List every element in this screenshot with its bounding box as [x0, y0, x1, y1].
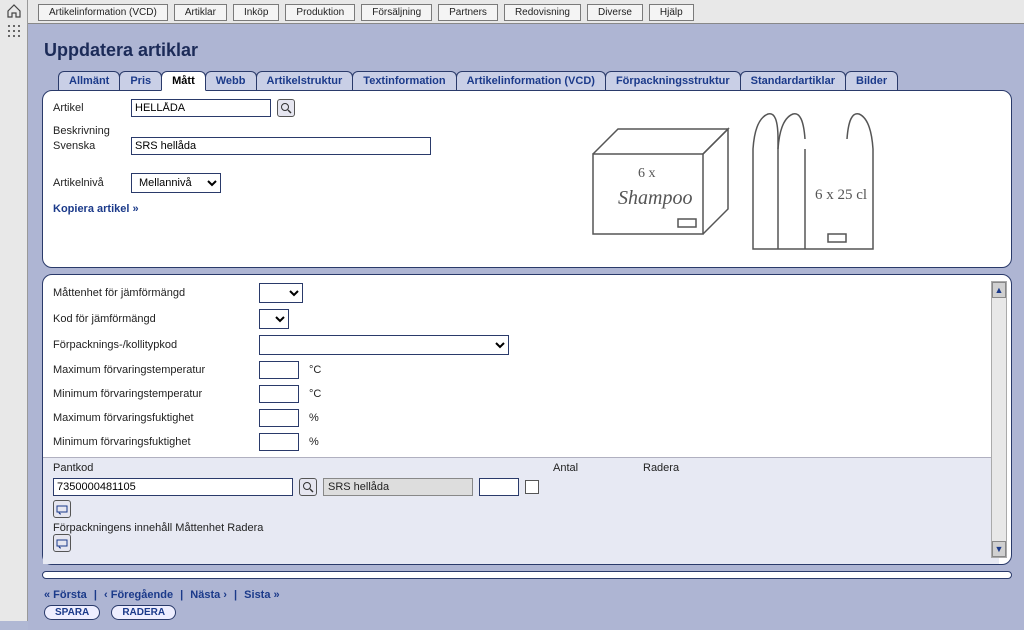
- article-label: Artikel: [53, 102, 125, 114]
- description-input[interactable]: [131, 137, 431, 155]
- tab-f-rpackningsstruktur[interactable]: Förpackningsstruktur: [605, 71, 741, 90]
- panel-scrollbar[interactable]: ▲ ▼: [991, 281, 1007, 558]
- measurements-panel: Måttenhet för jämförmängd Kod för jämför…: [42, 274, 1012, 565]
- pant-qty-input[interactable]: [479, 478, 519, 496]
- copy-article-link[interactable]: Kopiera artikel »: [53, 203, 139, 215]
- pant-col-qty: Antal: [553, 462, 603, 474]
- field-code-compare: Kod för jämförmängd: [53, 313, 253, 325]
- bottom-strip-panel: [42, 571, 1012, 579]
- illustration: 6 x Shampoo 6 x 25 cl: [465, 99, 1001, 259]
- nav-first[interactable]: « Första: [44, 589, 87, 601]
- menu-item-2[interactable]: Inköp: [233, 4, 279, 21]
- pant-section: Pantkod Antal Radera SRS hellåda: [43, 457, 999, 564]
- home-icon[interactable]: [6, 4, 22, 18]
- code-compare-select[interactable]: [259, 309, 289, 329]
- min-humid-input[interactable]: [259, 433, 299, 451]
- tab-standardartiklar[interactable]: Standardartiklar: [740, 71, 846, 90]
- pant-col-del: Radera: [643, 462, 679, 474]
- menu-item-6[interactable]: Redovisning: [504, 4, 581, 21]
- pant-delete-checkbox[interactable]: [525, 480, 539, 494]
- scroll-down-icon[interactable]: ▼: [992, 541, 1006, 557]
- grip-icon: [7, 24, 21, 38]
- tab-artikelstruktur[interactable]: Artikelstruktur: [256, 71, 354, 90]
- tab-row: AllmäntPrisMåttWebbArtikelstrukturTextin…: [42, 71, 1012, 90]
- pant-lookup-button[interactable]: [299, 478, 317, 496]
- tab-m-tt[interactable]: Mått: [161, 71, 206, 91]
- tab-webb[interactable]: Webb: [205, 71, 257, 90]
- tab-pris[interactable]: Pris: [119, 71, 162, 90]
- level-select[interactable]: Mellannivå: [131, 173, 221, 193]
- menu-item-7[interactable]: Diverse: [587, 4, 643, 21]
- svg-text:Shampoo: Shampoo: [618, 187, 692, 209]
- field-pack-type: Förpacknings-/kollitypkod: [53, 339, 253, 351]
- article-input[interactable]: [131, 99, 271, 117]
- menu-item-4[interactable]: Försäljning: [361, 4, 432, 21]
- tab-allm-nt[interactable]: Allmänt: [58, 71, 120, 90]
- menu-item-5[interactable]: Partners: [438, 4, 498, 21]
- unit-compare-select[interactable]: [259, 283, 303, 303]
- delete-button[interactable]: RADERA: [111, 605, 176, 620]
- svg-text:6 x 25 cl: 6 x 25 cl: [815, 187, 867, 203]
- menu-item-0[interactable]: Artikelinformation (VCD): [38, 4, 168, 21]
- field-max-humid: Maximum förvaringsfuktighet: [53, 412, 253, 424]
- pant-add-row-button[interactable]: [53, 500, 71, 518]
- nav-next[interactable]: Nästa ›: [190, 589, 227, 601]
- max-temp-input[interactable]: [259, 361, 299, 379]
- pant-col-code: Pantkod: [53, 462, 313, 474]
- menu-item-8[interactable]: Hjälp: [649, 4, 694, 21]
- menu-item-1[interactable]: Artiklar: [174, 4, 227, 21]
- pant-desc-readonly: SRS hellåda: [323, 478, 473, 496]
- footer: « Första | ‹ Föregående | Nästa › | Sist…: [42, 585, 1012, 624]
- tab-bilder[interactable]: Bilder: [845, 71, 898, 90]
- tab-textinformation[interactable]: Textinformation: [352, 71, 456, 90]
- nav-last[interactable]: Sista »: [244, 589, 279, 601]
- top-menubar: Artikelinformation (VCD) Artiklar Inköp Pro…: [28, 0, 1024, 24]
- pant-code-input[interactable]: [53, 478, 293, 496]
- menu-item-3[interactable]: Produktion: [285, 4, 355, 21]
- article-panel: Artikel Beskrivning Svenska Art: [42, 90, 1012, 268]
- pack-type-select[interactable]: [259, 335, 509, 355]
- nav-prev[interactable]: ‹ Föregående: [104, 589, 173, 601]
- scroll-up-icon[interactable]: ▲: [992, 282, 1006, 298]
- desc-heading: Beskrivning: [53, 125, 453, 137]
- language-label: Svenska: [53, 140, 125, 152]
- field-unit-compare: Måttenhet för jämförmängd: [53, 287, 253, 299]
- article-lookup-button[interactable]: [277, 99, 295, 117]
- field-min-temp: Minimum förvaringstemperatur: [53, 388, 253, 400]
- field-max-temp: Maximum förvaringstemperatur: [53, 364, 253, 376]
- svg-text:6 x: 6 x: [638, 166, 656, 181]
- level-label: Artikelnivå: [53, 177, 125, 189]
- page-title: Uppdatera artiklar: [44, 40, 1012, 61]
- max-humid-input[interactable]: [259, 409, 299, 427]
- min-temp-input[interactable]: [259, 385, 299, 403]
- save-button[interactable]: SPARA: [44, 605, 100, 620]
- left-rail: [0, 0, 28, 621]
- field-min-humid: Minimum förvaringsfuktighet: [53, 436, 253, 448]
- innehall-header: Förpackningens innehåll Måttenhet Radera: [53, 522, 989, 534]
- innehall-add-row-button[interactable]: [53, 534, 71, 552]
- tab-artikelinformation-vcd-[interactable]: Artikelinformation (VCD): [456, 71, 606, 90]
